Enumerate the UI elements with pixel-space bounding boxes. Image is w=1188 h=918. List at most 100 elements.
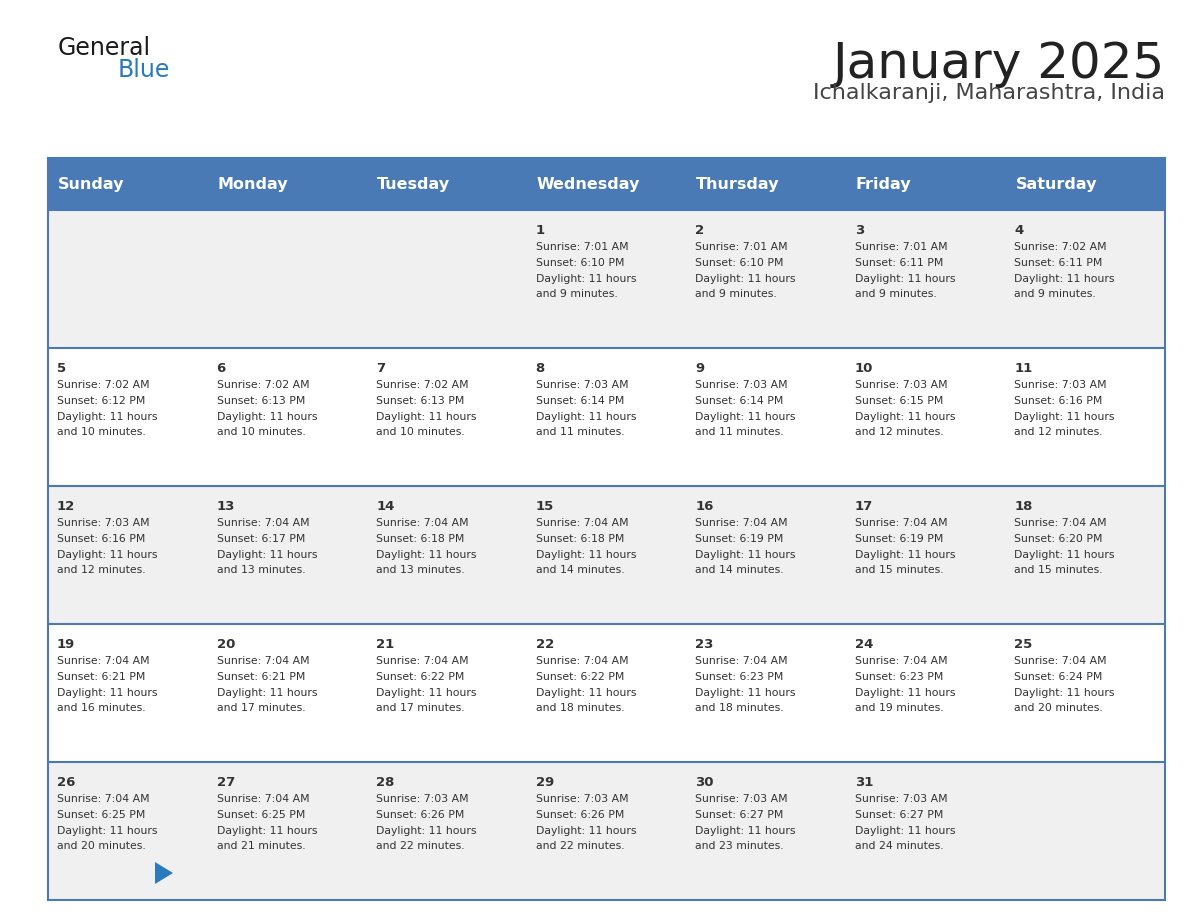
- Text: and 19 minutes.: and 19 minutes.: [855, 703, 943, 713]
- Text: Daylight: 11 hours: Daylight: 11 hours: [216, 550, 317, 560]
- Text: 31: 31: [855, 776, 873, 789]
- Text: Daylight: 11 hours: Daylight: 11 hours: [695, 688, 796, 698]
- Bar: [48, 624, 208, 762]
- Text: 6: 6: [216, 362, 226, 375]
- Bar: [48, 348, 208, 486]
- Text: 4: 4: [1015, 224, 1024, 237]
- Bar: [48, 158, 208, 210]
- Text: and 10 minutes.: and 10 minutes.: [377, 427, 465, 437]
- Text: Daylight: 11 hours: Daylight: 11 hours: [377, 412, 476, 422]
- Text: Sunrise: 7:04 AM: Sunrise: 7:04 AM: [695, 656, 788, 666]
- Text: Sunset: 6:22 PM: Sunset: 6:22 PM: [536, 672, 624, 682]
- Text: Sunrise: 7:01 AM: Sunrise: 7:01 AM: [855, 242, 948, 252]
- Text: 2: 2: [695, 224, 704, 237]
- Bar: [526, 158, 687, 210]
- Text: Sunrise: 7:04 AM: Sunrise: 7:04 AM: [216, 794, 309, 804]
- Text: 13: 13: [216, 500, 235, 513]
- Text: Sunset: 6:18 PM: Sunset: 6:18 PM: [377, 534, 465, 544]
- Text: Daylight: 11 hours: Daylight: 11 hours: [1015, 274, 1114, 284]
- Text: Sunset: 6:16 PM: Sunset: 6:16 PM: [57, 534, 145, 544]
- Text: Sunrise: 7:03 AM: Sunrise: 7:03 AM: [377, 794, 469, 804]
- Text: Sunrise: 7:01 AM: Sunrise: 7:01 AM: [695, 242, 788, 252]
- Bar: [846, 624, 1005, 762]
- Text: 28: 28: [377, 776, 394, 789]
- Text: Daylight: 11 hours: Daylight: 11 hours: [536, 274, 637, 284]
- Text: Sunset: 6:19 PM: Sunset: 6:19 PM: [855, 534, 943, 544]
- Text: Sunset: 6:21 PM: Sunset: 6:21 PM: [57, 672, 145, 682]
- Text: Daylight: 11 hours: Daylight: 11 hours: [377, 550, 476, 560]
- Text: Sunrise: 7:04 AM: Sunrise: 7:04 AM: [536, 656, 628, 666]
- Bar: [367, 158, 526, 210]
- Text: Sunrise: 7:04 AM: Sunrise: 7:04 AM: [536, 518, 628, 528]
- Text: and 12 minutes.: and 12 minutes.: [57, 565, 146, 575]
- Text: 27: 27: [216, 776, 235, 789]
- Text: and 12 minutes.: and 12 minutes.: [855, 427, 943, 437]
- Text: and 10 minutes.: and 10 minutes.: [216, 427, 305, 437]
- Text: Sunset: 6:25 PM: Sunset: 6:25 PM: [57, 810, 145, 820]
- Text: Sunset: 6:26 PM: Sunset: 6:26 PM: [536, 810, 624, 820]
- Bar: [208, 158, 367, 210]
- Text: Daylight: 11 hours: Daylight: 11 hours: [377, 826, 476, 836]
- Bar: [687, 158, 846, 210]
- Text: Sunrise: 7:02 AM: Sunrise: 7:02 AM: [1015, 242, 1107, 252]
- Text: Daylight: 11 hours: Daylight: 11 hours: [1015, 412, 1114, 422]
- Text: Wednesday: Wednesday: [537, 176, 640, 192]
- Text: Sunset: 6:22 PM: Sunset: 6:22 PM: [377, 672, 465, 682]
- Text: Sunday: Sunday: [58, 176, 125, 192]
- Bar: [846, 210, 1005, 348]
- Text: Daylight: 11 hours: Daylight: 11 hours: [377, 688, 476, 698]
- Text: Sunrise: 7:04 AM: Sunrise: 7:04 AM: [1015, 656, 1107, 666]
- Text: Daylight: 11 hours: Daylight: 11 hours: [695, 274, 796, 284]
- Text: Sunset: 6:19 PM: Sunset: 6:19 PM: [695, 534, 784, 544]
- Bar: [208, 348, 367, 486]
- Text: Sunset: 6:10 PM: Sunset: 6:10 PM: [695, 258, 784, 268]
- Text: Daylight: 11 hours: Daylight: 11 hours: [695, 826, 796, 836]
- Text: and 17 minutes.: and 17 minutes.: [216, 703, 305, 713]
- Bar: [1005, 210, 1165, 348]
- Text: Sunrise: 7:03 AM: Sunrise: 7:03 AM: [1015, 380, 1107, 390]
- Bar: [526, 210, 687, 348]
- Text: Sunset: 6:20 PM: Sunset: 6:20 PM: [1015, 534, 1102, 544]
- Bar: [367, 210, 526, 348]
- Text: Sunset: 6:23 PM: Sunset: 6:23 PM: [695, 672, 784, 682]
- Text: and 9 minutes.: and 9 minutes.: [1015, 289, 1097, 299]
- Bar: [208, 624, 367, 762]
- Text: Daylight: 11 hours: Daylight: 11 hours: [536, 826, 637, 836]
- Text: 16: 16: [695, 500, 714, 513]
- Bar: [208, 486, 367, 624]
- Text: Monday: Monday: [217, 176, 289, 192]
- Text: Sunrise: 7:04 AM: Sunrise: 7:04 AM: [57, 794, 150, 804]
- Text: Daylight: 11 hours: Daylight: 11 hours: [57, 688, 158, 698]
- Text: Daylight: 11 hours: Daylight: 11 hours: [536, 550, 637, 560]
- Text: Sunrise: 7:01 AM: Sunrise: 7:01 AM: [536, 242, 628, 252]
- Text: Sunrise: 7:03 AM: Sunrise: 7:03 AM: [536, 794, 628, 804]
- Text: Daylight: 11 hours: Daylight: 11 hours: [695, 550, 796, 560]
- Text: and 22 minutes.: and 22 minutes.: [536, 841, 625, 851]
- Text: Tuesday: Tuesday: [377, 176, 450, 192]
- Text: and 15 minutes.: and 15 minutes.: [1015, 565, 1102, 575]
- Bar: [687, 210, 846, 348]
- Text: and 15 minutes.: and 15 minutes.: [855, 565, 943, 575]
- Text: 7: 7: [377, 362, 385, 375]
- Text: January 2025: January 2025: [833, 40, 1165, 88]
- Text: Daylight: 11 hours: Daylight: 11 hours: [855, 826, 955, 836]
- Text: Daylight: 11 hours: Daylight: 11 hours: [536, 688, 637, 698]
- Bar: [687, 762, 846, 900]
- Text: 17: 17: [855, 500, 873, 513]
- Text: Friday: Friday: [855, 176, 911, 192]
- Text: Sunrise: 7:02 AM: Sunrise: 7:02 AM: [377, 380, 469, 390]
- Text: Saturday: Saturday: [1016, 176, 1097, 192]
- Bar: [846, 486, 1005, 624]
- Text: and 10 minutes.: and 10 minutes.: [57, 427, 146, 437]
- Bar: [1005, 158, 1165, 210]
- Text: Sunrise: 7:04 AM: Sunrise: 7:04 AM: [695, 518, 788, 528]
- Text: and 24 minutes.: and 24 minutes.: [855, 841, 943, 851]
- Text: and 18 minutes.: and 18 minutes.: [695, 703, 784, 713]
- Polygon shape: [154, 862, 173, 884]
- Bar: [1005, 762, 1165, 900]
- Text: and 14 minutes.: and 14 minutes.: [536, 565, 625, 575]
- Bar: [687, 486, 846, 624]
- Text: Sunset: 6:13 PM: Sunset: 6:13 PM: [216, 396, 305, 406]
- Text: Sunset: 6:12 PM: Sunset: 6:12 PM: [57, 396, 145, 406]
- Text: 21: 21: [377, 638, 394, 651]
